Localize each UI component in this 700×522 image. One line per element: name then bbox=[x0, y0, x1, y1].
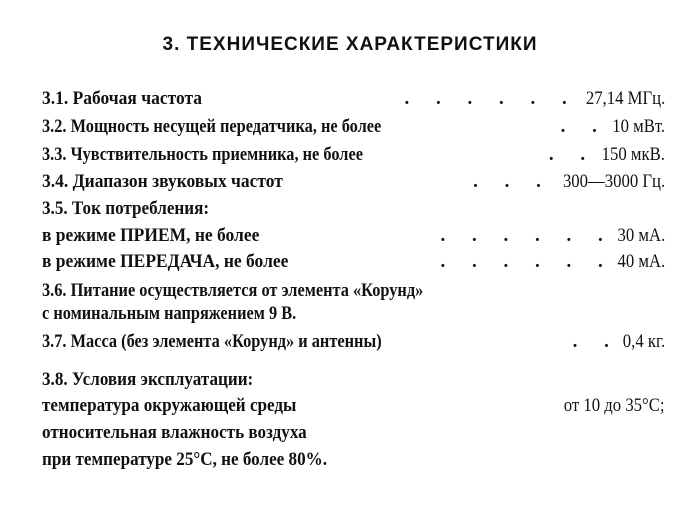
spec-line: 3.4. Диапазон звуковых частот . . . 300—30… bbox=[42, 171, 665, 197]
spec-line: 3.2. Мощность несущей передатчика, не бо… bbox=[42, 116, 665, 142]
spec-label: 3.8. Условия эксплуатации: bbox=[42, 369, 254, 390]
section-title: 3. ТЕХНИЧЕСКИЕ ХАРАКТЕРИСТИКИ bbox=[162, 34, 538, 55]
spec-line: 3.7. Масса (без элемента «Корунд» и анте… bbox=[42, 331, 665, 357]
dot-leader: . . . . . . bbox=[440, 251, 603, 272]
spec-value: 300—3000 Гц. bbox=[562, 171, 665, 192]
spec-label: 3.7. Масса (без элемента «Корунд» и анте… bbox=[42, 331, 382, 352]
spec-label: относительная влажность воздуха bbox=[42, 422, 307, 443]
spec-line: 3.3. Чувствительность приемника, не боле… bbox=[42, 144, 665, 170]
spec-line: в режиме ПЕРЕДАЧА, не более . . . . . . 40… bbox=[42, 251, 665, 277]
spec-value: 30 мА. bbox=[617, 225, 665, 246]
spec-label: с номинальным напряжением 9 В. bbox=[42, 303, 297, 324]
spec-value: 40 мА. bbox=[617, 251, 665, 272]
spec-label: 3.6. Питание осуществляется от элемента … bbox=[42, 280, 424, 301]
spec-line: в режиме ПРИЕМ, не более . . . . . . 30 мА… bbox=[42, 225, 665, 251]
spec-value: 27,14 МГц. bbox=[585, 88, 665, 109]
spec-label: в режиме ПЕРЕДАЧА, не более bbox=[42, 251, 289, 272]
spec-line: 3.5. Ток потребления: bbox=[42, 198, 665, 224]
spec-label: 3.1. Рабочая частота bbox=[42, 88, 202, 109]
dot-leader: . . . bbox=[473, 171, 541, 192]
spec-label: 3.4. Диапазон звуковых частот bbox=[42, 171, 283, 192]
spec-label: температура окружающей среды bbox=[42, 395, 297, 416]
spec-value: 0,4 кг. bbox=[622, 331, 665, 352]
spec-label: 3.2. Мощность несущей передатчика, не бо… bbox=[42, 116, 382, 137]
spec-line: 3.6. Питание осуществляется от элемента … bbox=[42, 280, 665, 306]
spec-label: в режиме ПРИЕМ, не более bbox=[42, 225, 260, 246]
spec-value: 10 мВт. bbox=[612, 116, 665, 137]
spec-value: от 10 до 35°С; bbox=[564, 395, 665, 416]
spec-line: при температуре 25°С, не более 80%. bbox=[42, 449, 665, 475]
dot-leader: . . . . . . bbox=[404, 88, 567, 109]
spec-line: относительная влажность воздуха bbox=[42, 422, 665, 448]
dot-leader: . . bbox=[548, 144, 586, 165]
spec-value: 150 мкВ. bbox=[601, 144, 665, 165]
spec-line: 3.1. Рабочая частота . . . . . . 27,14 МГц… bbox=[42, 88, 665, 114]
dot-leader: . . bbox=[560, 116, 597, 137]
spec-label: 3.5. Ток потребления: bbox=[42, 198, 210, 219]
spec-line: с номинальным напряжением 9 В. bbox=[42, 303, 665, 329]
dot-leader: . . . . . . bbox=[440, 225, 603, 246]
spec-label: при температуре 25°С, не более 80%. bbox=[42, 449, 328, 470]
dot-leader: . . bbox=[572, 331, 609, 352]
spec-line: 3.8. Условия эксплуатации: bbox=[42, 369, 665, 395]
spec-line: температура окружающей среды от 10 до 35°… bbox=[42, 395, 665, 421]
spec-label: 3.3. Чувствительность приемника, не боле… bbox=[42, 144, 363, 165]
